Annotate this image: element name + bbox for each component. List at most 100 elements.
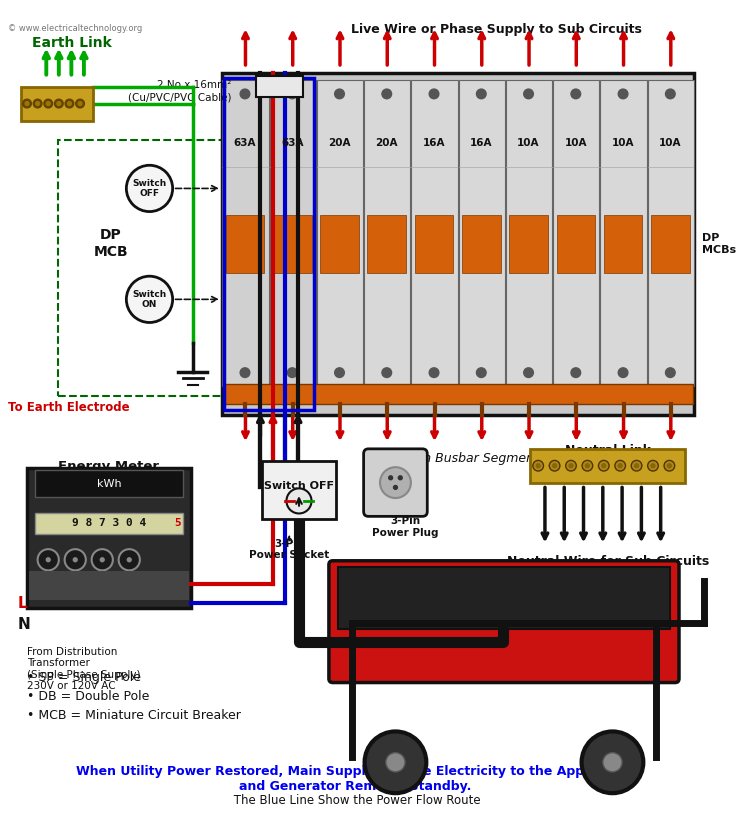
Circle shape	[581, 731, 643, 793]
Text: To Earth Electrode: To Earth Electrode	[7, 401, 130, 413]
Circle shape	[569, 463, 573, 468]
Bar	[648, 80, 694, 386]
Bar	[21, 87, 93, 121]
Bar	[27, 468, 191, 608]
Text: 10A: 10A	[659, 138, 682, 148]
Bar	[262, 462, 336, 519]
Circle shape	[240, 89, 250, 99]
Circle shape	[651, 463, 655, 468]
Text: 16A: 16A	[470, 138, 492, 148]
Text: 20A: 20A	[375, 138, 398, 148]
Circle shape	[571, 368, 581, 377]
Text: 10A: 10A	[517, 138, 539, 148]
Text: 63A: 63A	[234, 138, 256, 148]
Circle shape	[524, 368, 534, 377]
Circle shape	[54, 99, 63, 108]
Circle shape	[25, 102, 29, 105]
Circle shape	[74, 558, 77, 562]
Circle shape	[288, 368, 297, 377]
Circle shape	[46, 102, 50, 105]
Text: 3-Pin
Power Socket: 3-Pin Power Socket	[250, 539, 330, 560]
Circle shape	[33, 99, 42, 108]
Circle shape	[429, 89, 439, 99]
Text: kWh: kWh	[96, 478, 121, 488]
Bar	[604, 215, 643, 273]
Circle shape	[382, 368, 392, 377]
Bar	[506, 80, 552, 386]
Circle shape	[571, 89, 581, 99]
FancyBboxPatch shape	[329, 561, 679, 682]
Circle shape	[476, 89, 486, 99]
Circle shape	[394, 485, 397, 489]
Bar	[651, 215, 690, 273]
Text: From Distribution
Transformer
(Single Phase Supply)
230V or 120V AC: From Distribution Transformer (Single Ph…	[27, 646, 141, 691]
Text: 5: 5	[174, 518, 181, 528]
Circle shape	[68, 102, 71, 105]
Text: X20029 M3: X20029 M3	[464, 699, 543, 712]
FancyBboxPatch shape	[364, 449, 428, 516]
Bar	[601, 80, 647, 386]
Text: DP
MCBs: DP MCBs	[702, 233, 736, 255]
Circle shape	[46, 558, 50, 562]
Text: 10A: 10A	[612, 138, 634, 148]
Circle shape	[78, 102, 82, 105]
Bar	[222, 80, 269, 386]
Circle shape	[389, 476, 392, 480]
Circle shape	[631, 460, 642, 471]
Bar	[509, 215, 548, 273]
Circle shape	[648, 460, 658, 471]
Circle shape	[76, 99, 85, 108]
Circle shape	[335, 368, 344, 377]
Circle shape	[127, 558, 131, 562]
Circle shape	[57, 102, 61, 105]
Circle shape	[582, 460, 592, 471]
Circle shape	[65, 99, 74, 108]
Circle shape	[91, 549, 113, 570]
Bar	[58, 140, 246, 396]
Text: 10A: 10A	[565, 138, 587, 148]
Circle shape	[668, 463, 671, 468]
Circle shape	[603, 752, 622, 772]
Bar	[269, 80, 316, 386]
Circle shape	[664, 460, 675, 471]
Circle shape	[618, 89, 628, 99]
Circle shape	[286, 488, 311, 514]
Bar	[226, 215, 264, 273]
Text: 2 No x 16mm²
(Cu/PVC/PVC Cable): 2 No x 16mm² (Cu/PVC/PVC Cable)	[128, 80, 232, 102]
Bar	[224, 78, 314, 410]
Bar	[224, 384, 693, 403]
Circle shape	[615, 460, 626, 471]
Bar	[338, 567, 670, 629]
Bar	[320, 215, 358, 273]
Bar	[415, 215, 453, 273]
Circle shape	[100, 558, 105, 562]
Bar	[364, 80, 411, 386]
Circle shape	[537, 463, 540, 468]
Circle shape	[288, 89, 297, 99]
Circle shape	[386, 752, 405, 772]
Text: Neutral Link: Neutral Link	[565, 444, 651, 457]
Text: 16A: 16A	[422, 138, 445, 148]
Bar	[367, 215, 406, 273]
Text: DP
MCB: DP MCB	[93, 228, 128, 259]
Text: Switch
ON: Switch ON	[132, 290, 166, 309]
Circle shape	[240, 368, 250, 377]
Circle shape	[665, 89, 675, 99]
Circle shape	[553, 463, 556, 468]
Circle shape	[585, 463, 590, 468]
Circle shape	[127, 276, 173, 322]
Bar	[35, 513, 183, 534]
Bar	[222, 73, 695, 415]
Circle shape	[524, 89, 534, 99]
Text: When Utility Power Restored, Main Supply Provide Electricity to the Appliances
a: When Utility Power Restored, Main Supply…	[77, 765, 634, 793]
Circle shape	[602, 463, 606, 468]
Bar	[459, 80, 505, 386]
Text: Live Wire or Phase Supply to Sub Circuits: Live Wire or Phase Supply to Sub Circuit…	[351, 23, 642, 36]
Text: • DB = Double Pole: • DB = Double Pole	[27, 690, 149, 703]
Bar	[556, 215, 595, 273]
Bar	[255, 76, 302, 97]
Text: 20A: 20A	[328, 138, 351, 148]
Text: Energy Meter: Energy Meter	[58, 460, 160, 473]
Circle shape	[476, 368, 486, 377]
Text: Neutral Wire for Sub Circuits: Neutral Wire for Sub Circuits	[506, 555, 709, 568]
